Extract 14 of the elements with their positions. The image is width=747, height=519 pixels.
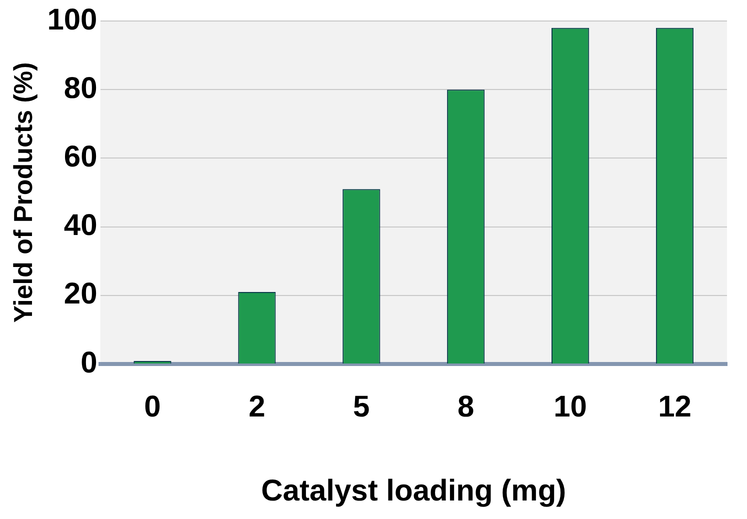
x-tick-label: 8 — [458, 390, 474, 424]
x-tick-label: 12 — [658, 390, 692, 424]
y-tick-label: 0 — [80, 346, 98, 380]
x-tick-label: 0 — [144, 390, 161, 424]
y-tick-label: 60 — [64, 140, 98, 174]
x-tick-label: 5 — [353, 390, 370, 424]
y-tick-label: 100 — [47, 3, 98, 36]
y-tick-label: 20 — [64, 278, 98, 311]
y-tick-label: 40 — [64, 209, 98, 242]
x-tick-label: 2 — [248, 390, 266, 424]
x-tick-label: 10 — [554, 390, 587, 424]
y-tick-label: 80 — [64, 72, 98, 105]
x-axis-title: Catalyst loading (mg) — [261, 474, 566, 508]
y-axis-title: Yield of Products (%) — [8, 62, 38, 323]
